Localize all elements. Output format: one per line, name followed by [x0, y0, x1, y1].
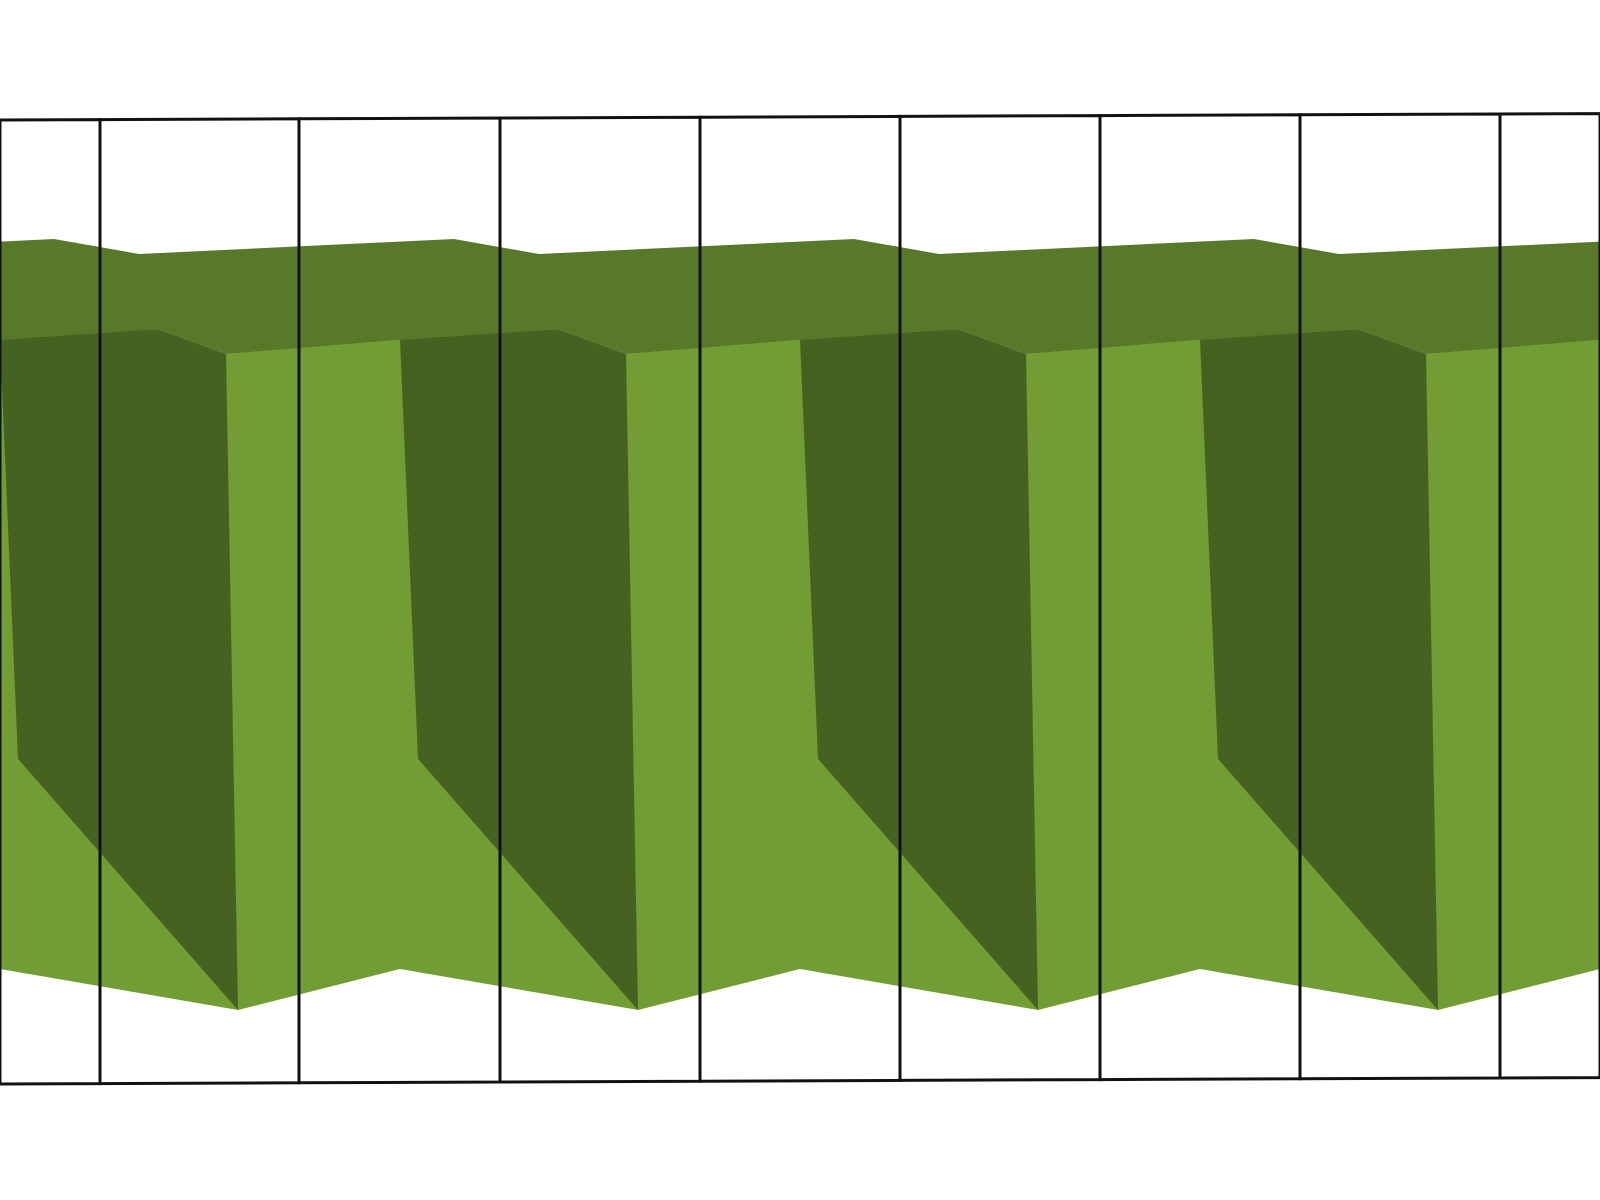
light-wedge	[800, 740, 966, 969]
dark-face	[400, 329, 638, 1010]
light-wedge	[400, 740, 566, 969]
top-face	[0, 239, 1600, 354]
frame-cell	[1498, 112, 1600, 1080]
dark-face	[1200, 329, 1438, 1010]
dark-face	[0, 329, 238, 1010]
light-wedge	[1200, 740, 1366, 969]
light-wedge	[0, 740, 166, 969]
dark-face	[800, 329, 1038, 1010]
frame-grid	[0, 112, 1600, 1086]
green-sawtooth-solid	[0, 239, 1600, 1010]
